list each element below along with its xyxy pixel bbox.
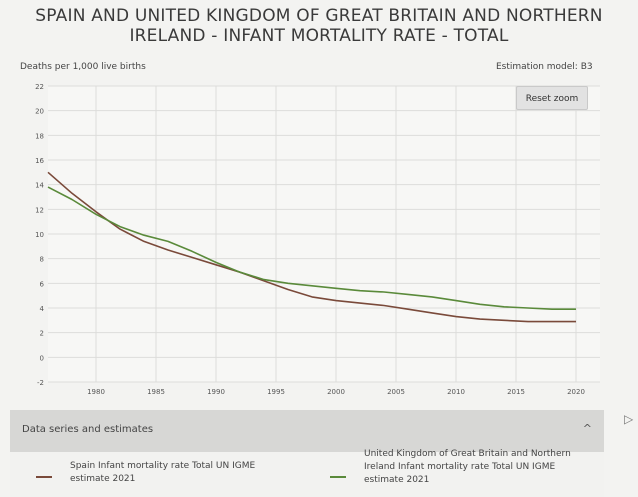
x-tick-label: 1985 — [147, 388, 165, 396]
y-tick-label: -2 — [37, 379, 44, 387]
x-tick-label: 2020 — [567, 388, 585, 396]
chevron-up-icon[interactable]: ^ — [582, 422, 592, 435]
y-tick-label: 14 — [35, 182, 44, 190]
chart-title-line1: SPAIN AND UNITED KINGDOM OF GREAT BRITAI… — [35, 6, 603, 26]
legend-swatch-uk — [330, 476, 346, 478]
series-line-spain — [47, 171, 576, 323]
chart-title: SPAIN AND UNITED KINGDOM OF GREAT BRITAI… — [0, 6, 638, 46]
x-tick-label: 2015 — [507, 388, 525, 396]
legend-label-spain: Spain Infant mortality rate Total UN IGM… — [70, 461, 256, 484]
y-tick-label: 6 — [40, 280, 45, 288]
legend-label-uk: United Kingdom of Great Britain and Nort… — [364, 449, 571, 485]
line-chart[interactable]: -2 0 2 4 6 8 10 12 14 16 18 20 22 1980 1985 1990 1995 200… — [0, 0, 638, 410]
reset-zoom-button[interactable]: Reset zoom — [516, 86, 588, 110]
data-series-panel-header[interactable]: Data series and estimates ^ — [10, 410, 604, 452]
y-tick-label: 4 — [40, 305, 45, 313]
cursor-icon: ▷ — [624, 412, 634, 426]
series-line-uk — [47, 186, 576, 311]
chart-title-line2: IRELAND - INFANT MORTALITY RATE - TOTAL — [129, 26, 509, 46]
y-tick-label: 12 — [35, 206, 44, 214]
y-tick-label: 16 — [35, 157, 44, 165]
y-tick-label: 20 — [35, 108, 44, 116]
y-tick-label: 8 — [40, 256, 44, 264]
data-series-panel-label: Data series and estimates — [22, 424, 154, 435]
estimation-model-label: Estimation model: B3 — [496, 62, 593, 72]
y-tick-label: 10 — [35, 231, 44, 239]
y-tick-label: 18 — [35, 132, 44, 140]
x-tick-label: 2005 — [387, 388, 405, 396]
x-tick-label: 1990 — [207, 388, 225, 396]
legend-swatch-spain — [36, 476, 52, 478]
legend: Spain Infant mortality rate Total UN IGM… — [10, 449, 604, 497]
x-tick-label: 1980 — [87, 388, 105, 396]
y-tick-label: 0 — [40, 354, 44, 362]
y-tick-label: 22 — [35, 83, 44, 91]
x-tick-label: 1995 — [267, 388, 285, 396]
y-tick-label: 2 — [40, 330, 44, 338]
x-tick-label: 2010 — [447, 388, 465, 396]
y-axis-label: Deaths per 1,000 live births — [20, 62, 146, 72]
x-tick-label: 2000 — [327, 388, 345, 396]
